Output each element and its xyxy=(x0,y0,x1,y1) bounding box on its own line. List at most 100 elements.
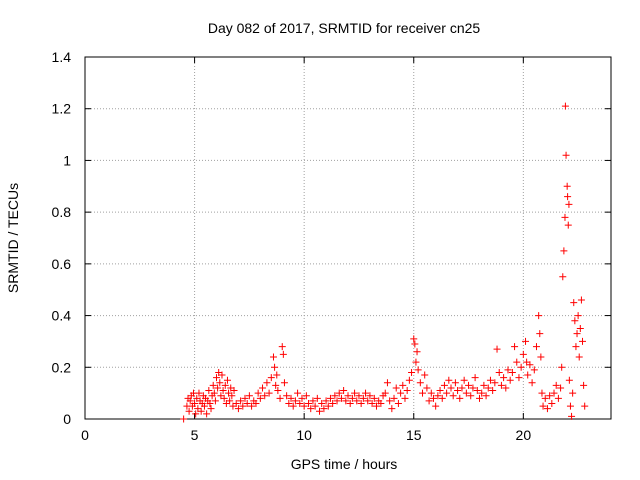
data-point-marker xyxy=(576,325,584,332)
data-point-marker xyxy=(287,394,295,402)
data-point-marker xyxy=(579,337,587,345)
data-point-marker xyxy=(497,381,505,389)
data-point-marker xyxy=(554,394,562,402)
data-point-marker xyxy=(279,350,287,358)
data-point-marker xyxy=(443,389,451,397)
data-point-marker xyxy=(471,374,479,382)
data-point-marker xyxy=(517,363,525,371)
data-point-marker xyxy=(394,399,402,407)
data-point-marker xyxy=(500,374,508,382)
y-axis-label: SRMTID / TECUs xyxy=(5,183,21,293)
data-point-marker xyxy=(519,350,527,358)
data-point-marker xyxy=(353,397,361,405)
data-point-marker xyxy=(223,376,231,384)
data-point-marker xyxy=(313,394,321,402)
data-point-marker xyxy=(372,402,380,410)
data-point-marker xyxy=(511,343,519,351)
data-point-marker xyxy=(331,392,339,400)
data-point-marker xyxy=(568,412,576,420)
data-point-marker xyxy=(337,394,345,402)
data-point-marker xyxy=(192,410,200,418)
data-point-marker xyxy=(513,358,521,366)
data-point-marker xyxy=(207,405,215,413)
data-point-marker xyxy=(495,368,503,376)
x-tick-label: 5 xyxy=(191,427,199,443)
data-point-marker xyxy=(408,368,416,376)
data-point-marker xyxy=(416,379,424,387)
data-point-marker xyxy=(401,394,409,402)
data-point-marker xyxy=(221,381,229,389)
data-point-marker xyxy=(273,371,281,379)
data-point-marker xyxy=(508,368,516,376)
data-point-marker xyxy=(528,379,536,387)
data-point-marker xyxy=(491,379,499,387)
y-tick-label: 0 xyxy=(63,411,71,427)
data-point-marker xyxy=(289,402,297,410)
data-point-marker xyxy=(296,399,304,407)
data-point-marker xyxy=(548,399,556,407)
data-point-marker xyxy=(489,387,497,395)
data-point-marker xyxy=(265,389,273,397)
data-point-marker xyxy=(473,387,481,395)
data-point-marker xyxy=(440,381,448,389)
data-point-marker xyxy=(456,394,464,402)
data-point-marker xyxy=(559,273,567,281)
data-point-marker xyxy=(342,397,350,405)
data-point-marker xyxy=(370,394,378,402)
data-point-marker xyxy=(381,389,389,397)
data-point-marker xyxy=(539,402,547,410)
data-point-marker xyxy=(413,348,421,356)
data-point-marker xyxy=(504,366,512,374)
data-point-marker xyxy=(449,392,457,400)
data-point-marker xyxy=(565,376,573,384)
data-point-marker xyxy=(232,399,240,407)
data-point-marker xyxy=(506,376,514,384)
y-tick-label: 0.4 xyxy=(52,308,72,324)
data-point-marker xyxy=(572,343,580,351)
data-point-marker xyxy=(429,394,437,402)
data-points xyxy=(180,102,589,423)
data-point-marker xyxy=(302,392,310,400)
data-point-marker xyxy=(465,381,473,389)
data-point-marker xyxy=(425,397,433,405)
data-point-marker xyxy=(203,410,211,418)
data-point-marker xyxy=(541,394,549,402)
data-point-marker xyxy=(368,399,376,407)
y-tick-label: 0.6 xyxy=(52,256,72,272)
data-point-marker xyxy=(241,394,249,402)
data-point-marker xyxy=(322,397,330,405)
data-point-marker xyxy=(486,376,494,384)
data-point-marker xyxy=(216,379,224,387)
data-point-marker xyxy=(386,397,394,405)
data-point-marker xyxy=(245,392,253,400)
data-point-marker xyxy=(226,397,234,405)
data-point-marker xyxy=(220,394,228,402)
data-point-marker xyxy=(256,394,264,402)
data-point-marker xyxy=(438,394,446,402)
x-axis-label: GPS time / hours xyxy=(291,456,398,472)
data-point-marker xyxy=(411,340,419,348)
data-point-marker xyxy=(263,379,271,387)
data-point-marker xyxy=(557,384,565,392)
data-point-marker xyxy=(230,387,238,395)
data-point-marker xyxy=(348,394,356,402)
data-point-marker xyxy=(562,151,570,159)
data-point-marker xyxy=(180,415,188,423)
data-point-marker xyxy=(267,374,275,382)
x-tick-label: 20 xyxy=(516,427,532,443)
x-axis-ticks: 0 5 10 15 20 xyxy=(81,57,531,443)
data-point-marker xyxy=(543,405,551,413)
data-point-marker xyxy=(324,402,332,410)
data-point-marker xyxy=(357,399,365,407)
data-point-marker xyxy=(209,381,217,389)
data-point-marker xyxy=(248,402,256,410)
data-point-marker xyxy=(538,389,546,397)
data-point-marker xyxy=(573,330,581,338)
data-point-marker xyxy=(326,394,334,402)
data-point-marker xyxy=(205,387,213,395)
data-point-marker xyxy=(272,381,280,389)
data-point-marker xyxy=(383,379,391,387)
x-tick-label: 10 xyxy=(296,427,312,443)
data-point-marker xyxy=(458,384,466,392)
data-point-marker xyxy=(432,402,440,410)
